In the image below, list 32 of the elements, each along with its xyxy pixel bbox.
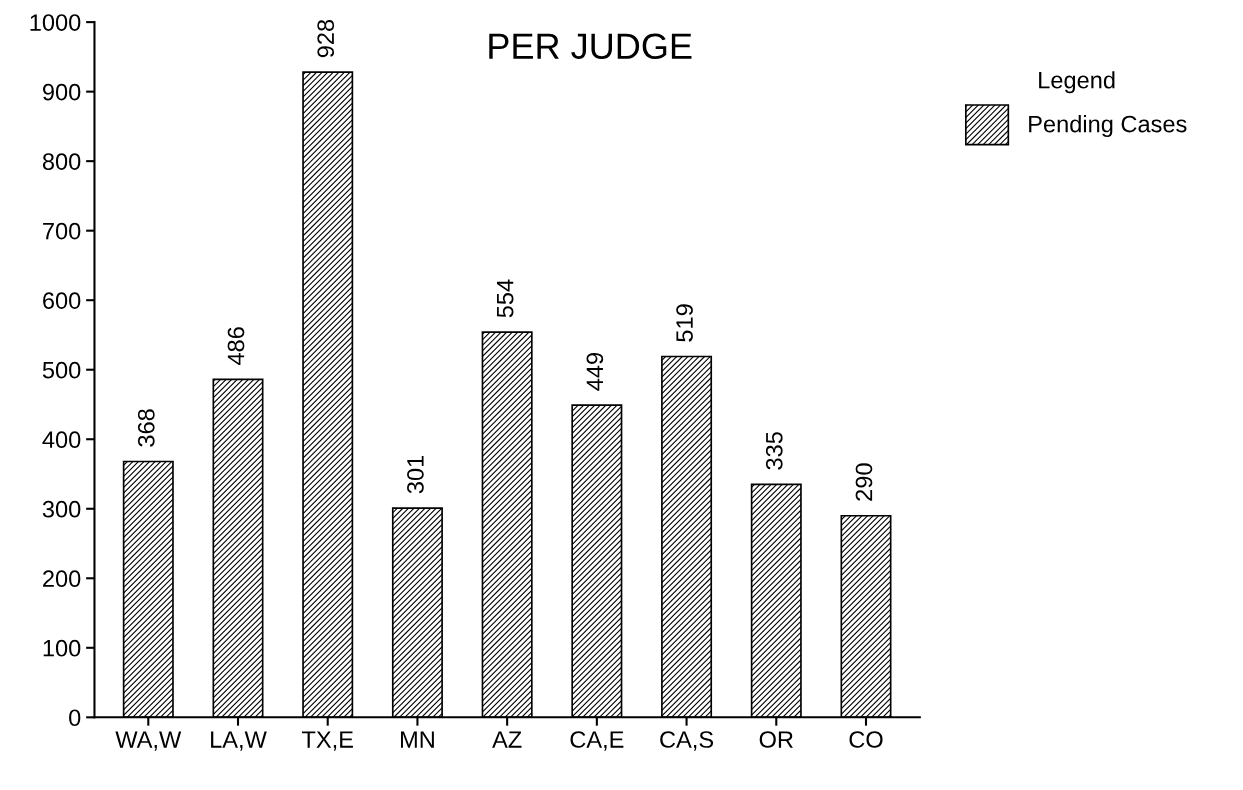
legend-label: Pending Cases [1029, 115, 1187, 138]
y-tick-label: 100 [43, 639, 81, 657]
x-tick-label: MN [401, 731, 434, 748]
y-tick-label: 200 [43, 570, 81, 588]
x-tick-label: CA,E [570, 731, 624, 751]
y-tick-label: 300 [42, 500, 81, 518]
x-tick-label: WA,W [115, 731, 182, 751]
x-tick-label: AZ [492, 731, 522, 748]
data-label: 486 [227, 327, 245, 366]
x-tick-label: TX,E [302, 731, 353, 751]
legend-title: Legend [1039, 71, 1115, 94]
data-label: 519 [676, 304, 693, 342]
data-label: 290 [855, 463, 873, 501]
data-label: 449 [586, 353, 604, 391]
data-label: 335 [765, 432, 783, 470]
y-tick-label: 0 [69, 709, 81, 727]
y-tick-label: 700 [43, 222, 81, 240]
y-tick-label: 500 [42, 361, 81, 379]
data-label: 368 [137, 409, 155, 447]
y-tick-label: 800 [42, 153, 81, 170]
y-tick-label: 400 [42, 431, 81, 449]
x-tick-label: CA,S [660, 731, 714, 751]
y-tick-label: 600 [43, 292, 81, 309]
y-tick-label: 900 [42, 83, 81, 101]
x-tick-label: LA,W [211, 731, 267, 751]
y-tick-label: 1000 [30, 14, 81, 31]
data-label: 301 [407, 455, 424, 494]
chart-title: PER JUDGE [489, 33, 692, 60]
data-label: 554 [497, 279, 514, 318]
x-tick-label: CO [849, 731, 883, 748]
data-label: 928 [317, 19, 335, 58]
x-tick-label: OR [759, 731, 793, 748]
